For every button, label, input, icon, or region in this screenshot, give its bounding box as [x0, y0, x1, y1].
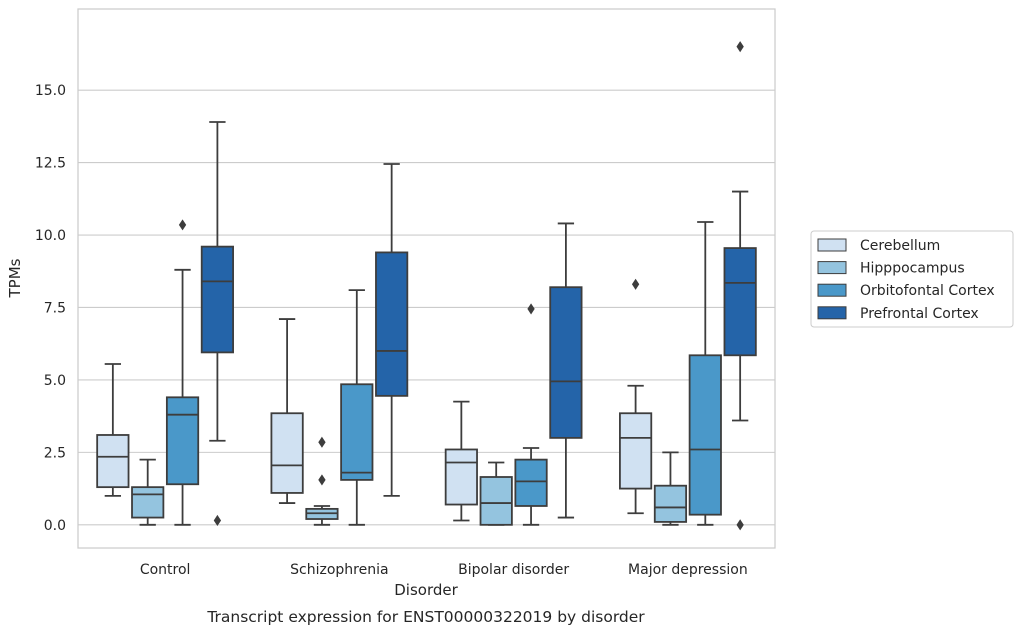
box-prefrontal-cortex: [375, 163, 409, 497]
y-tick-label: 12.5: [35, 156, 66, 172]
box-cerebellum: [619, 278, 653, 515]
outlier-point: [213, 514, 222, 527]
legend-frame: [810, 230, 1014, 328]
legend-swatch: [817, 261, 847, 275]
legend-label: Prefrontal Cortex: [860, 306, 979, 322]
y-tick-label: 15.0: [35, 83, 66, 99]
box-hipppocampus: [479, 461, 513, 526]
y-tick-label: 7.5: [44, 300, 66, 316]
box-prefrontal-cortex: [723, 41, 757, 531]
box-cerebellum: [270, 318, 304, 504]
box-iqr: [619, 412, 653, 490]
box-iqr: [375, 251, 409, 397]
x-tick-label: Major depression: [628, 562, 748, 578]
box-orbitofontal-cortex: [688, 221, 722, 526]
box-iqr: [444, 448, 478, 506]
y-tick-label: 0.0: [44, 518, 66, 534]
box-orbitofontal-cortex: [165, 219, 200, 526]
legend-swatch: [817, 306, 847, 320]
box-iqr: [723, 247, 757, 357]
box-iqr: [688, 354, 722, 516]
y-axis-label: TPMs: [6, 258, 24, 298]
legend-label: Orbitofontal Cortex: [860, 283, 995, 299]
legend: Cerebellum Hipppocampus Orbitofontal Corte…: [810, 230, 1014, 328]
box-orbitofontal-cortex: [340, 289, 374, 526]
outlier-point: [736, 519, 744, 531]
legend-swatch: [817, 283, 847, 297]
chart-title: Transcript expression for ENST0000032201…: [206, 608, 645, 626]
legend-label: Cerebellum: [860, 238, 940, 254]
box-hipppocampus: [131, 458, 165, 526]
y-tick-label: 2.5: [44, 445, 66, 461]
box-iqr: [270, 412, 304, 494]
box-iqr: [96, 434, 130, 489]
box-orbitofontal-cortex: [514, 303, 548, 526]
box-prefrontal-cortex: [549, 222, 583, 519]
y-axis-ticks: 0.0 2.5 5.0 7.5 10.0 12.5 15.0: [35, 83, 66, 534]
legend-items: Cerebellum Hipppocampus Orbitofontal Corte…: [817, 238, 995, 322]
box-cerebellum: [444, 400, 478, 522]
box-prefrontal-cortex: [200, 121, 234, 527]
x-axis-ticks: Control Schizophrenia Bipolar disorder Majo…: [140, 562, 748, 578]
x-tick-label: Control: [140, 562, 191, 578]
box-iqr: [479, 476, 513, 526]
box-hipppocampus: [653, 451, 688, 526]
legend-label: Hipppocampus: [860, 261, 965, 277]
outlier-point: [527, 303, 535, 315]
outlier-point: [736, 41, 744, 53]
box-iqr: [549, 286, 583, 439]
box-iqr: [165, 396, 200, 486]
outlier-point: [318, 474, 326, 486]
box-hipppocampus: [305, 436, 339, 526]
outlier-point: [178, 219, 187, 231]
box-iqr: [131, 486, 165, 519]
box-iqr: [200, 245, 234, 354]
y-tick-label: 5.0: [44, 373, 66, 389]
x-tick-label: Schizophrenia: [290, 562, 388, 578]
box-iqr: [340, 383, 374, 481]
legend-swatch: [817, 238, 847, 252]
outlier-point: [318, 436, 326, 448]
x-axis-label: Disorder: [394, 581, 458, 599]
box-iqr: [653, 484, 688, 523]
y-tick-label: 10.0: [35, 228, 66, 244]
plot-frame: [77, 8, 776, 549]
box-cerebellum: [96, 363, 130, 497]
box-iqr: [514, 458, 548, 507]
x-tick-label: Bipolar disorder: [458, 562, 569, 578]
outlier-point: [631, 278, 640, 290]
plot-area: [96, 41, 757, 531]
